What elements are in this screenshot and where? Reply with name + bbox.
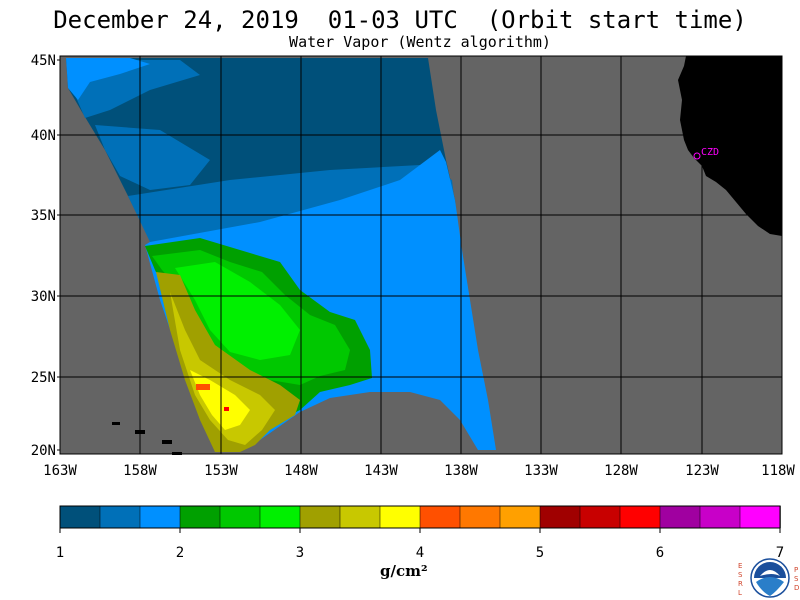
colorbar-tick-label: 4	[416, 545, 424, 561]
lon-label: 133W	[524, 463, 558, 479]
colorbar-segment	[139, 505, 181, 529]
swath-blue-patch-west	[95, 125, 210, 190]
colorbar-segment	[99, 505, 141, 529]
swath-yellow-olive	[170, 292, 275, 445]
colorbar-segment	[179, 505, 221, 529]
lon-label: 153W	[204, 463, 238, 479]
colorbar-unit: g/cm²	[380, 562, 428, 580]
colorbar-labels: 1 2 3 4 5 6 7	[56, 528, 784, 561]
colorbar-segment	[259, 505, 301, 529]
island-maui	[162, 440, 172, 444]
logo-left-letters: E S R L	[738, 562, 743, 597]
swath-red-spot-2	[224, 407, 229, 411]
lon-label: 143W	[364, 463, 398, 479]
swath-red-spot	[196, 384, 210, 390]
noaa-emblem-icon	[750, 558, 790, 598]
latitude-labels: 45N 40N 35N 30N 25N 20N	[31, 53, 60, 459]
map-gridlines	[60, 56, 782, 454]
colorbar-segment	[419, 505, 461, 529]
colorbar-segment	[499, 505, 541, 529]
colorbar-tick-label: 7	[776, 545, 784, 561]
map-title: December 24, 2019 01-03 UTC (Orbit start…	[53, 6, 747, 34]
landmass-west-coast	[678, 56, 782, 236]
noaa-logo: E S R L P S D	[736, 556, 800, 600]
lon-label: 163W	[43, 463, 77, 479]
colorbar-segment	[379, 505, 421, 529]
lat-label: 25N	[31, 370, 56, 386]
lat-label: 30N	[31, 289, 56, 305]
colorbar-segment	[659, 505, 701, 529]
lon-label: 148W	[284, 463, 318, 479]
lon-label: 138W	[444, 463, 478, 479]
colorbar-tick-label: 2	[176, 545, 184, 561]
island-kauai	[112, 422, 120, 425]
colorbar	[59, 505, 781, 529]
swath-bright-blue-north	[66, 58, 150, 100]
station-label: CZD	[701, 147, 719, 158]
lon-label: 123W	[685, 463, 719, 479]
colorbar-segment	[579, 505, 621, 529]
colorbar-segment	[219, 505, 261, 529]
colorbar-tick-label: 1	[56, 545, 64, 561]
colorbar-segment	[59, 505, 101, 529]
lon-label: 158W	[123, 463, 157, 479]
colorbar-segment	[459, 505, 501, 529]
colorbar-segment	[619, 505, 661, 529]
lat-label: 35N	[31, 208, 56, 224]
map-subtitle: Water Vapor (Wentz algorithm)	[289, 33, 551, 51]
colorbar-segment	[299, 505, 341, 529]
lon-label: 118W	[761, 463, 795, 479]
lon-label: 128W	[604, 463, 638, 479]
swath-bright-green	[175, 262, 300, 360]
lat-label: 20N	[31, 443, 56, 459]
map-frame	[59, 55, 783, 455]
logo-right-letters: P S D	[794, 566, 800, 592]
colorbar-segment	[699, 505, 741, 529]
colorbar-tick-label: 6	[656, 545, 664, 561]
longitude-labels: 163W 158W 153W 148W 143W 138W 133W 128W 123W 118W	[43, 463, 795, 479]
colorbar-segment	[339, 505, 381, 529]
colorbar-segment	[539, 505, 581, 529]
lat-label: 45N	[31, 53, 56, 69]
station-marker	[693, 152, 701, 160]
colorbar-tick-label: 3	[296, 545, 304, 561]
lat-label: 40N	[31, 128, 56, 144]
colorbar-segment	[739, 505, 781, 529]
colorbar-tick-label: 5	[536, 545, 544, 561]
